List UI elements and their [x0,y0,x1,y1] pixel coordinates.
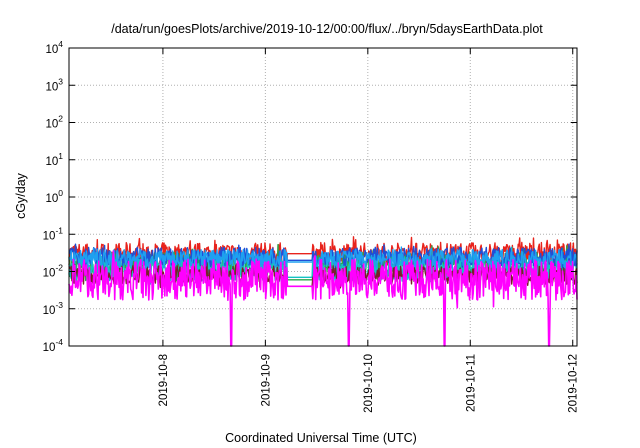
y-tick-label: 10-4 [43,337,64,354]
y-tick-label: 10-2 [43,263,64,280]
x-axis-label: Coordinated Universal Time (UTC) [225,431,417,445]
x-tick-label: 2019-10-10 [363,354,375,413]
x-tick-label: 2019-10-9 [260,354,272,406]
y-axis-label: cGy/day [14,172,28,219]
y-tick-label: 104 [45,39,63,56]
x-tick-label: 2019-10-12 [568,354,580,413]
plot-frame [68,47,578,347]
chart-title: /data/run/goesPlots/archive/2019-10-12/0… [111,22,543,36]
series-line [68,246,578,273]
series-line [68,250,578,347]
y-tick-label: 10-3 [43,300,64,317]
axes: 10-4 10-3 10-2 10-1 100 101 102 103 104 2019-10-8… [43,39,580,413]
y-tick-label: 101 [45,151,63,168]
x-tick-label: 2019-10-11 [465,354,477,412]
x-tick-label: 2019-10-8 [158,354,170,406]
y-tick-label: 100 [45,188,63,205]
series-layer [68,236,578,347]
grid [69,48,577,346]
y-tick-label: 102 [45,114,63,131]
y-tick-label: 10-1 [43,225,64,242]
y-tick-label: 103 [45,76,63,93]
